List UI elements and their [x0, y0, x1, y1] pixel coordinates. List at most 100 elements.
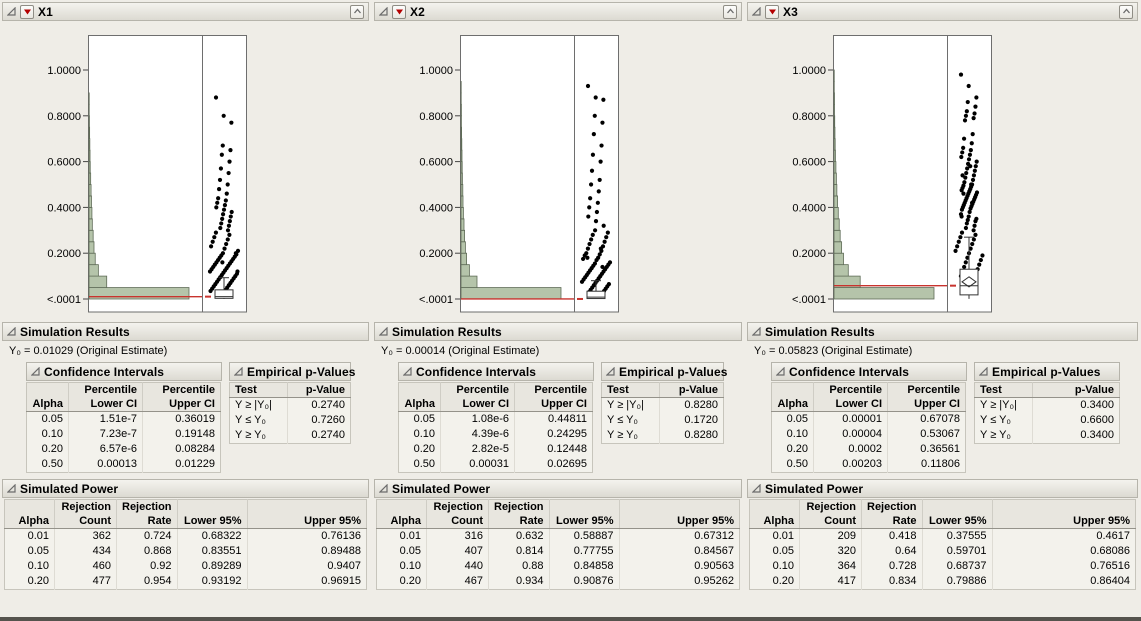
- table-cell: Y ≤ Y₀: [235, 414, 266, 426]
- intervals-and-pvalues-row: Confidence Intervals Percentile Percentil…: [771, 362, 1120, 473]
- simulation-distribution-chart[interactable]: 1.0000 0.8000 0.6000 0.4000 0.2000 <.0001: [2, 22, 369, 322]
- column-header: Alpha: [398, 397, 441, 412]
- disclosure-wedge-icon[interactable]: [379, 327, 388, 336]
- table-cell: 0.9407: [246, 559, 367, 574]
- disclosure-wedge-icon[interactable]: [403, 367, 412, 376]
- histogram-bar: [88, 229, 94, 243]
- scatter-point: [959, 188, 964, 193]
- disclosure-wedge-icon[interactable]: [979, 367, 988, 376]
- column-header: [176, 499, 248, 514]
- scatter-point: [590, 232, 595, 237]
- header-row: Rejection Rejection: [4, 499, 367, 514]
- histogram-bar: [833, 184, 838, 197]
- scatter-point: [967, 209, 972, 215]
- caret-square-icon[interactable]: [350, 4, 364, 19]
- scatter-point: [973, 232, 978, 237]
- chart-canvas[interactable]: 1.0000 0.8000 0.6000 0.4000 0.2000 <.0001: [747, 22, 1115, 322]
- scatter-point: [972, 168, 977, 173]
- scatter-point: [224, 241, 229, 247]
- table-cell: 0.20: [41, 443, 63, 455]
- column-header: Alpha: [4, 514, 55, 529]
- box-mean-diamond: [961, 276, 977, 288]
- scatter-point: [971, 237, 976, 242]
- chart-canvas[interactable]: 1.0000 0.8000 0.6000 0.4000 0.2000 <.0001: [2, 22, 370, 322]
- table-cell: Y ≥ |Y₀|: [607, 399, 644, 411]
- table-row: Y ≥ Y₀ 0.2740: [230, 428, 351, 444]
- scatter-point: [229, 209, 234, 215]
- scatter-point: [591, 132, 596, 137]
- axis-tick-label: 0.2000: [419, 248, 453, 260]
- histogram-bar: [833, 287, 935, 300]
- red-triangle-menu-button[interactable]: [392, 4, 406, 19]
- disclosure-wedge-icon[interactable]: [752, 7, 761, 16]
- column-header: [618, 499, 740, 514]
- table-row: Y ≤ Y₀ 0.7260: [230, 413, 351, 428]
- table-row: Y ≥ |Y₀| 0.8280: [602, 397, 724, 413]
- simulation-distribution-chart[interactable]: 1.0000 0.8000 0.6000 0.4000 0.2000 <.0001: [374, 22, 742, 322]
- scatter-point: [963, 175, 968, 180]
- red-triangle-menu-button[interactable]: [20, 4, 34, 19]
- disclosure-wedge-icon[interactable]: [752, 327, 761, 336]
- scatter-point: [961, 136, 967, 141]
- column-header: Rejection: [116, 499, 178, 514]
- table-row: 0.50 0.00013 0.01229: [27, 457, 221, 473]
- disclosure-wedge-icon[interactable]: [31, 367, 40, 376]
- scatter-point: [965, 166, 970, 171]
- histogram-bar: [833, 195, 838, 208]
- table-cell: 0.89289: [176, 559, 248, 574]
- simulation-results-header-bar: Simulation Results: [374, 322, 742, 341]
- table-cell: 0.01: [27, 530, 49, 542]
- scatter-point: [593, 219, 599, 224]
- histogram-bar: [833, 149, 836, 162]
- scatter-point: [962, 264, 967, 270]
- scatter-point: [585, 255, 590, 260]
- table-cell: 2.82e-5: [440, 442, 515, 457]
- scatter-point: [602, 239, 607, 244]
- table-cell: 0.3400: [1032, 397, 1120, 413]
- table-cell: 0.77755: [548, 544, 620, 559]
- red-triangle-menu-button[interactable]: [765, 4, 779, 19]
- table-cell: Y ≥ Y₀: [235, 429, 266, 441]
- table-cell: 0.58887: [548, 528, 620, 544]
- scatter-point: [223, 198, 228, 203]
- axis-tick-label: <.0001: [419, 294, 453, 306]
- table-cell: 0.20: [786, 443, 808, 455]
- scatter-point: [225, 182, 230, 187]
- disclosure-wedge-icon[interactable]: [379, 7, 388, 16]
- disclosure-wedge-icon[interactable]: [379, 484, 388, 493]
- histogram-bar: [833, 241, 843, 254]
- axis-tick-label: 0.4000: [792, 202, 826, 214]
- scatter-point: [587, 241, 592, 247]
- simulation-distribution-chart[interactable]: 1.0000 0.8000 0.6000 0.4000 0.2000 <.0001: [747, 22, 1138, 322]
- scatter-point: [971, 115, 976, 121]
- scatter-point: [219, 221, 224, 226]
- disclosure-wedge-icon[interactable]: [776, 367, 785, 376]
- histogram-bar: [460, 264, 470, 277]
- confidence-intervals-table: Percentile Percentile Alpha Lower CI Upper C…: [398, 382, 593, 473]
- scatter-point: [227, 159, 232, 164]
- column-header: Count: [426, 514, 489, 529]
- histogram-bar: [833, 115, 836, 128]
- table-row: 0.10 4.39e-6 0.24295: [399, 427, 593, 442]
- disclosure-wedge-icon[interactable]: [7, 484, 16, 493]
- histogram-bar: [88, 264, 99, 277]
- table-cell: 0.24295: [514, 427, 593, 442]
- caret-square-icon[interactable]: [1119, 4, 1133, 19]
- scatter-point: [592, 228, 598, 233]
- simulated-power-section: Simulated Power Rejection Rejection Alpha C…: [747, 479, 1138, 590]
- empirical-p-values-table: Test p-Value Y ≥ |Y₀| 0.2740 Y ≤ Y₀ 0.7260 Y ≥…: [229, 382, 351, 444]
- scatter-point: [595, 200, 600, 205]
- caret-square-icon[interactable]: [723, 4, 737, 19]
- scatter-point: [970, 132, 975, 137]
- table-cell: 0.4617: [991, 528, 1136, 544]
- disclosure-wedge-icon[interactable]: [752, 484, 761, 493]
- disclosure-wedge-icon[interactable]: [7, 7, 16, 16]
- scatter-point: [219, 152, 224, 157]
- empirical-p-values-header-bar: Empirical p-Values: [229, 362, 355, 381]
- disclosure-wedge-icon[interactable]: [7, 327, 16, 336]
- column-header: Lower CI: [440, 397, 515, 412]
- disclosure-wedge-icon[interactable]: [234, 367, 243, 376]
- disclosure-wedge-icon[interactable]: [606, 367, 615, 376]
- scatter-point: [580, 256, 586, 262]
- chart-canvas[interactable]: 1.0000 0.8000 0.6000 0.4000 0.2000 <.0001: [374, 22, 742, 322]
